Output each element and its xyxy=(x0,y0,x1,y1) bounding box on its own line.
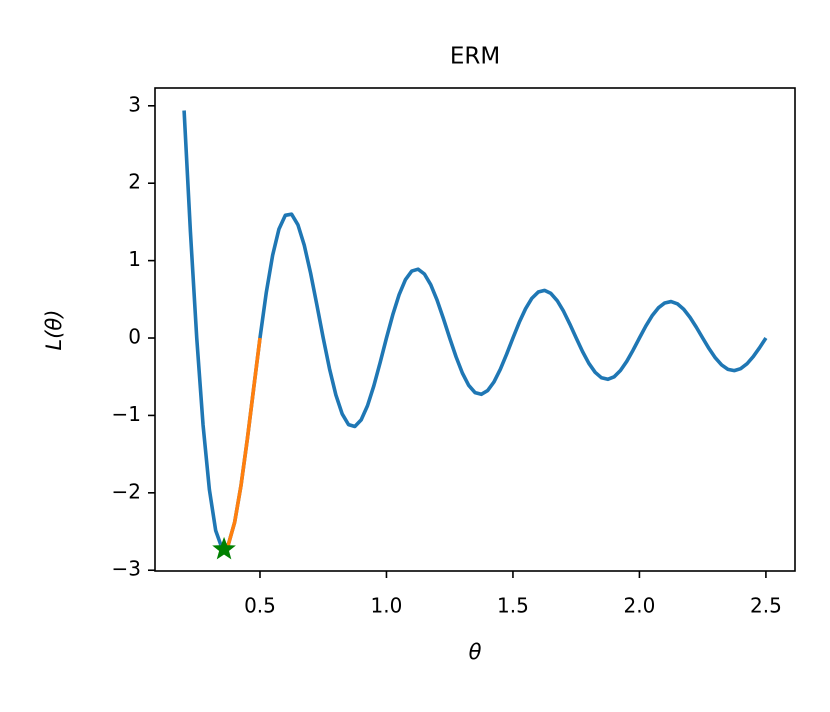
x-tick-label: 1.0 xyxy=(371,594,403,618)
y-axis-label: L(θ) xyxy=(42,310,66,351)
plot-frame xyxy=(154,87,796,572)
y-tick-label: −2 xyxy=(112,479,141,503)
y-tick-label: −3 xyxy=(112,557,141,581)
x-axis-label: θ xyxy=(469,640,482,664)
y-tick-label: −1 xyxy=(112,402,141,426)
x-tick-label: 2.5 xyxy=(750,594,782,618)
line-series xyxy=(221,337,262,550)
x-tick-label: 0.5 xyxy=(244,594,276,618)
y-tick-label: 2 xyxy=(128,170,141,194)
line-series xyxy=(182,110,768,551)
x-tick-label: 1.5 xyxy=(497,594,529,618)
y-tick-label: 1 xyxy=(128,247,141,271)
x-tick-label: 2.0 xyxy=(624,594,656,618)
y-tick-label: 0 xyxy=(128,325,141,349)
chart-title: ERM xyxy=(450,44,500,70)
y-tick-label: 3 xyxy=(128,92,141,116)
star-marker xyxy=(212,536,236,560)
